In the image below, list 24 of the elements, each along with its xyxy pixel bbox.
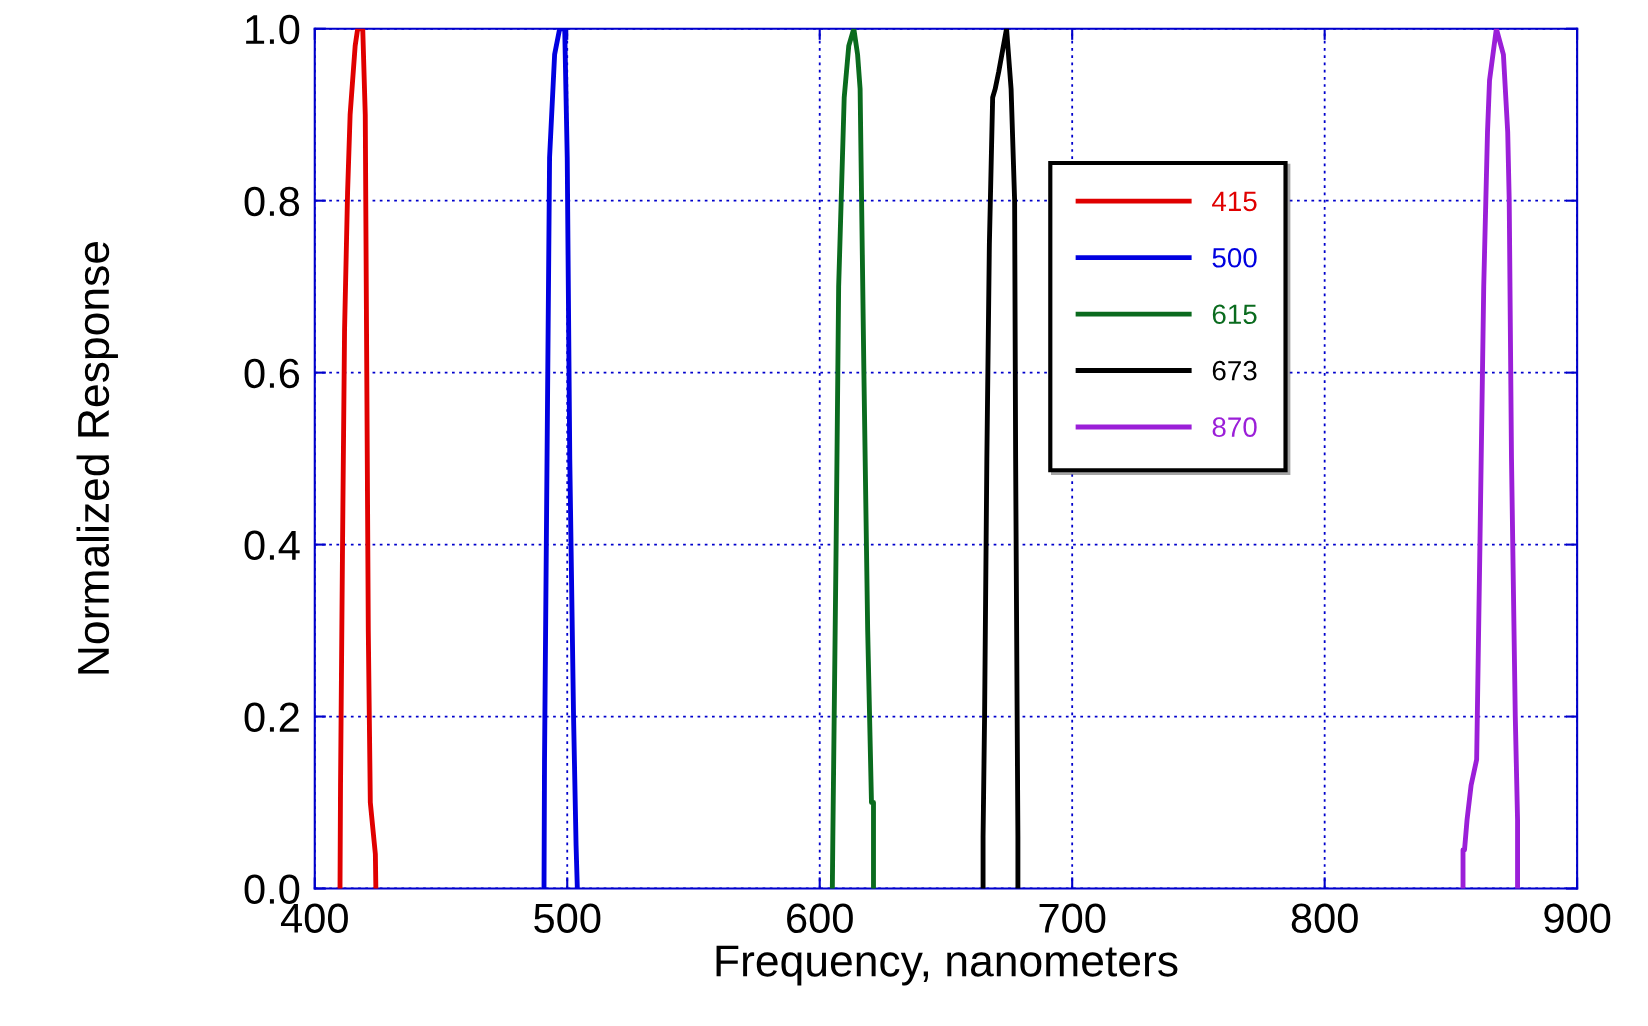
line-series: [1460, 28, 1520, 889]
line-series: [829, 28, 876, 889]
legend-label: 415: [1212, 191, 1257, 212]
y-tick-label: 1.0: [246, 14, 300, 45]
x-tick-label: 500: [534, 903, 601, 934]
legend-label: 870: [1212, 417, 1257, 437]
x-tick-label: 400: [280, 903, 348, 934]
y-axis-title: Normalized Response: [76, 241, 118, 674]
y-tick-label: 0.6: [244, 358, 300, 389]
line-series: [541, 28, 580, 889]
x-tick-label: 800: [1291, 903, 1358, 934]
legend-label: 673: [1212, 360, 1257, 381]
x-axis-title: Frequency, nanometers: [716, 945, 1178, 986]
y-tick-label: 0.0: [244, 874, 300, 905]
x-tick-label: 600: [787, 903, 853, 934]
legend-label: 500: [1212, 247, 1257, 268]
y-tick-label: 0.8: [244, 186, 300, 217]
legend-label: 615: [1212, 304, 1257, 325]
x-tick-label: 700: [1039, 903, 1106, 934]
x-tick-label: 900: [1544, 903, 1611, 934]
y-tick-label: 0.2: [244, 702, 299, 733]
line-series: [980, 28, 1021, 889]
y-tick-label: 0.4: [244, 530, 300, 561]
line-series: [337, 28, 379, 889]
